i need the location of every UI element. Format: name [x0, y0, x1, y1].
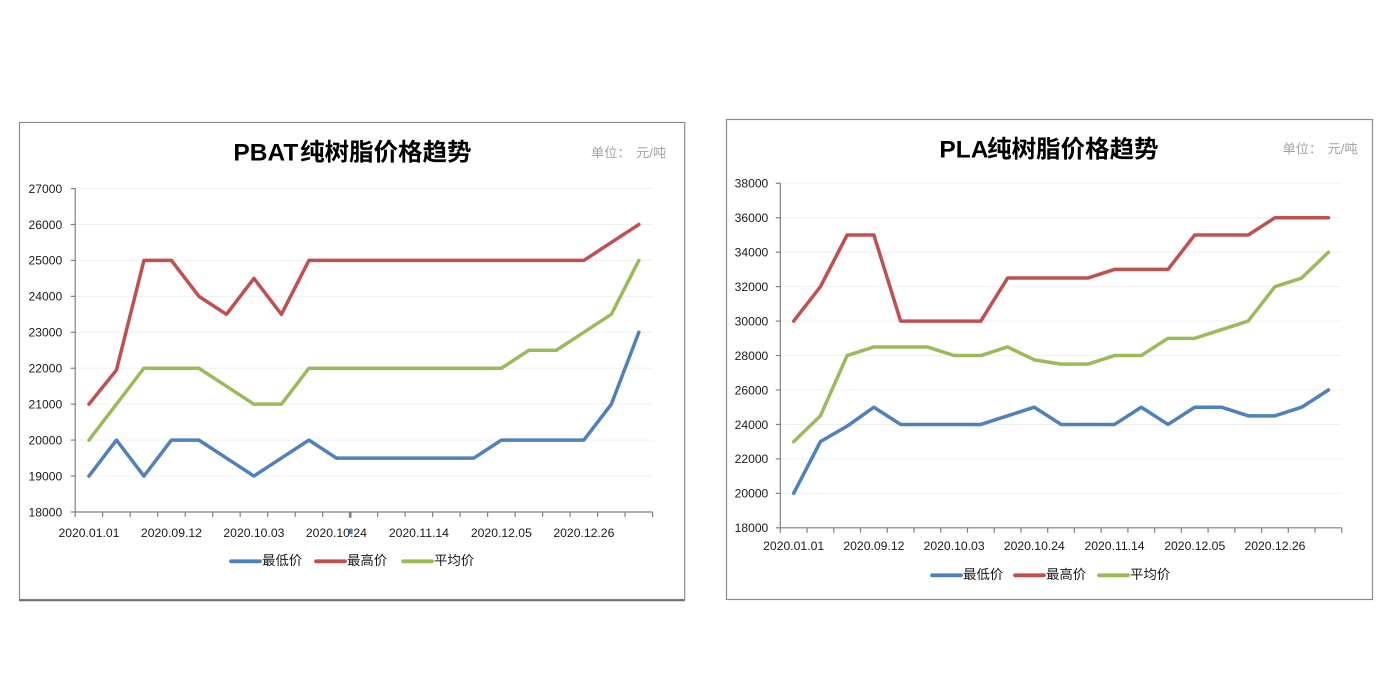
svg-text:23000: 23000 [29, 326, 63, 340]
svg-text:20000: 20000 [735, 487, 769, 501]
svg-text:34000: 34000 [735, 246, 769, 260]
svg-text:2020.12.26: 2020.12.26 [1244, 539, 1305, 553]
svg-text:20000: 20000 [29, 433, 63, 447]
svg-text:26000: 26000 [735, 383, 769, 397]
svg-text:22000: 22000 [735, 452, 769, 466]
svg-text:38000: 38000 [735, 177, 769, 191]
svg-text:2020.10.03: 2020.10.03 [924, 539, 985, 553]
svg-text:/: / [1341, 141, 1345, 156]
svg-text:2020.01.01: 2020.01.01 [763, 539, 824, 553]
svg-text:36000: 36000 [735, 211, 769, 225]
svg-text:2020.12.05: 2020.12.05 [1164, 539, 1225, 553]
svg-text:PLA: PLA [939, 137, 988, 164]
svg-text:2020.10.24: 2020.10.24 [1004, 539, 1065, 553]
svg-text:25000: 25000 [29, 254, 63, 268]
svg-text:2020.10.24: 2020.10.24 [306, 526, 367, 540]
svg-text:26000: 26000 [29, 218, 63, 232]
svg-text:2020.10.03: 2020.10.03 [223, 526, 284, 540]
svg-text:2020.09.12: 2020.09.12 [141, 526, 202, 540]
svg-text:27000: 27000 [29, 182, 63, 196]
svg-text:2020.01.01: 2020.01.01 [58, 526, 119, 540]
svg-text:24000: 24000 [29, 290, 63, 304]
svg-text:28000: 28000 [735, 349, 769, 363]
svg-text:2020.09.12: 2020.09.12 [843, 539, 904, 553]
svg-text:18000: 18000 [735, 521, 769, 535]
svg-text:22000: 22000 [29, 362, 63, 376]
svg-text:19000: 19000 [29, 469, 63, 483]
svg-text:/: / [649, 145, 653, 160]
svg-text:30000: 30000 [735, 314, 769, 328]
svg-text:2020.11.14: 2020.11.14 [1084, 539, 1144, 553]
svg-text:18000: 18000 [29, 505, 63, 519]
svg-text:24000: 24000 [735, 418, 769, 432]
svg-text:2020.12.26: 2020.12.26 [553, 526, 614, 540]
svg-text:2020.12.05: 2020.12.05 [471, 526, 532, 540]
svg-text:21000: 21000 [29, 397, 63, 411]
svg-text:PBAT: PBAT [233, 140, 298, 167]
svg-text:2020.11.14: 2020.11.14 [389, 526, 449, 540]
svg-text:32000: 32000 [735, 280, 769, 294]
